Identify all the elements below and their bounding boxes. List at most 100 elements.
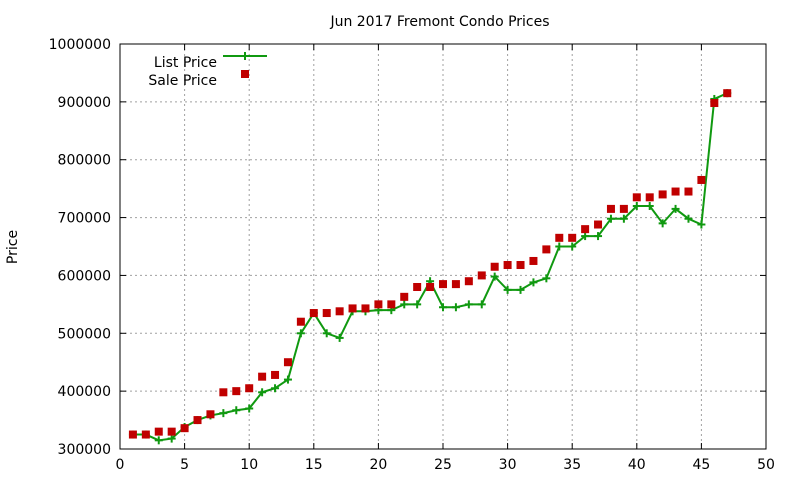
sale-price-point [568,233,577,242]
list-price-point [413,300,422,309]
sale-price-point [232,387,241,396]
x-tick-label: 40 [628,457,646,473]
sale-price-point [516,261,525,270]
list-price-point [167,434,176,443]
x-tick-label: 45 [692,457,710,473]
legend-label: Sale Price [148,73,217,89]
sale-price-point [193,416,202,425]
legend-square-swatch [241,70,249,78]
list-price-point [154,436,163,445]
x-tick-label: 10 [240,457,258,473]
sale-price-point [348,304,357,313]
list-price-point [529,278,538,287]
list-price-point [219,409,228,418]
sale-price-point [645,193,654,202]
list-price-point [503,285,512,294]
sale-price-point [710,99,719,108]
list-price-line [132,92,728,442]
sale-price-point [322,309,331,318]
legend-plus-swatch [241,52,249,60]
sale-price-point [400,292,409,301]
sale-price-point [283,358,292,367]
x-tick-label: 15 [305,457,323,473]
list-price-point [232,406,241,415]
sale-price-point [180,424,189,433]
y-tick-label: 600000 [58,268,111,284]
list-price-point [477,300,486,309]
list-price-point [697,220,706,229]
list-price-point [490,272,499,281]
sale-price-point [594,220,603,229]
y-axis-ticks: 300000 400000 500000 600000 700000 800000 9000… [49,37,766,458]
sale-price-point [697,175,706,184]
sale-price-point [606,204,615,213]
sale-price-point [658,190,667,199]
sale-price-series [128,89,732,439]
sale-price-point [296,317,305,326]
y-tick-label: 900000 [58,95,111,111]
y-tick-label: 1000000 [49,37,111,53]
x-tick-label: 35 [563,457,581,473]
sale-price-point [451,280,460,289]
sale-price-point [684,187,693,196]
sale-price-point [361,304,370,313]
plot-frame [119,43,767,450]
sale-price-point [413,283,422,291]
sale-price-point [387,300,396,309]
chart-title: Jun 2017 Fremont Condo Prices [329,14,549,30]
list-price-point [296,329,305,338]
sale-price-point [477,271,486,280]
sale-price-point [258,372,267,381]
list-price-point [671,204,680,213]
sale-price-point [167,427,176,436]
list-price-point [335,333,344,342]
sale-price-point [619,204,628,213]
x-tick-label: 50 [757,457,775,473]
sale-price-point [581,225,590,234]
sale-price-point [464,277,473,286]
sale-price-point [555,233,564,242]
y-tick-label: 500000 [58,326,111,342]
sale-price-point [542,245,551,254]
sale-price-point [128,430,137,439]
series-layer [128,89,732,445]
y-tick-label: 800000 [58,153,111,169]
list-price-point [400,300,409,309]
grid-lines [120,44,766,449]
x-tick-label: 30 [499,457,517,473]
sale-price-point [529,256,538,265]
list-price-point [464,300,473,309]
y-tick-label: 400000 [58,384,111,400]
sale-price-point [154,427,163,436]
y-axis-label: Price [5,230,21,264]
list-price-point [542,274,551,283]
list-price-point [581,232,590,241]
sale-price-point [503,261,512,270]
sale-price-point [271,370,280,379]
legend: List Price Sale Price [148,52,267,89]
list-price-point [271,384,280,393]
sale-price-point [309,309,318,318]
sale-price-point [374,300,383,309]
sale-price-point [206,410,215,419]
list-price-point [245,404,254,413]
y-tick-label: 700000 [58,211,111,227]
sale-price-point [245,384,254,393]
sale-price-point [671,187,680,196]
sale-price-point [219,388,228,397]
list-price-point [645,202,654,210]
sale-price-point [490,262,499,271]
list-price-point [555,242,564,251]
list-price-point [322,329,331,338]
sale-price-point [723,89,732,98]
x-tick-label: 0 [116,457,125,473]
x-axis-ticks: 0 5 10 15 20 25 30 35 40 45 50 [116,44,775,473]
sale-price-point [335,307,344,316]
y-tick-label: 300000 [58,442,111,458]
list-price-point [632,202,641,210]
list-price-point [594,232,603,241]
list-price-point [684,214,693,223]
list-price-point [439,303,447,312]
legend-label: List Price [154,55,217,71]
